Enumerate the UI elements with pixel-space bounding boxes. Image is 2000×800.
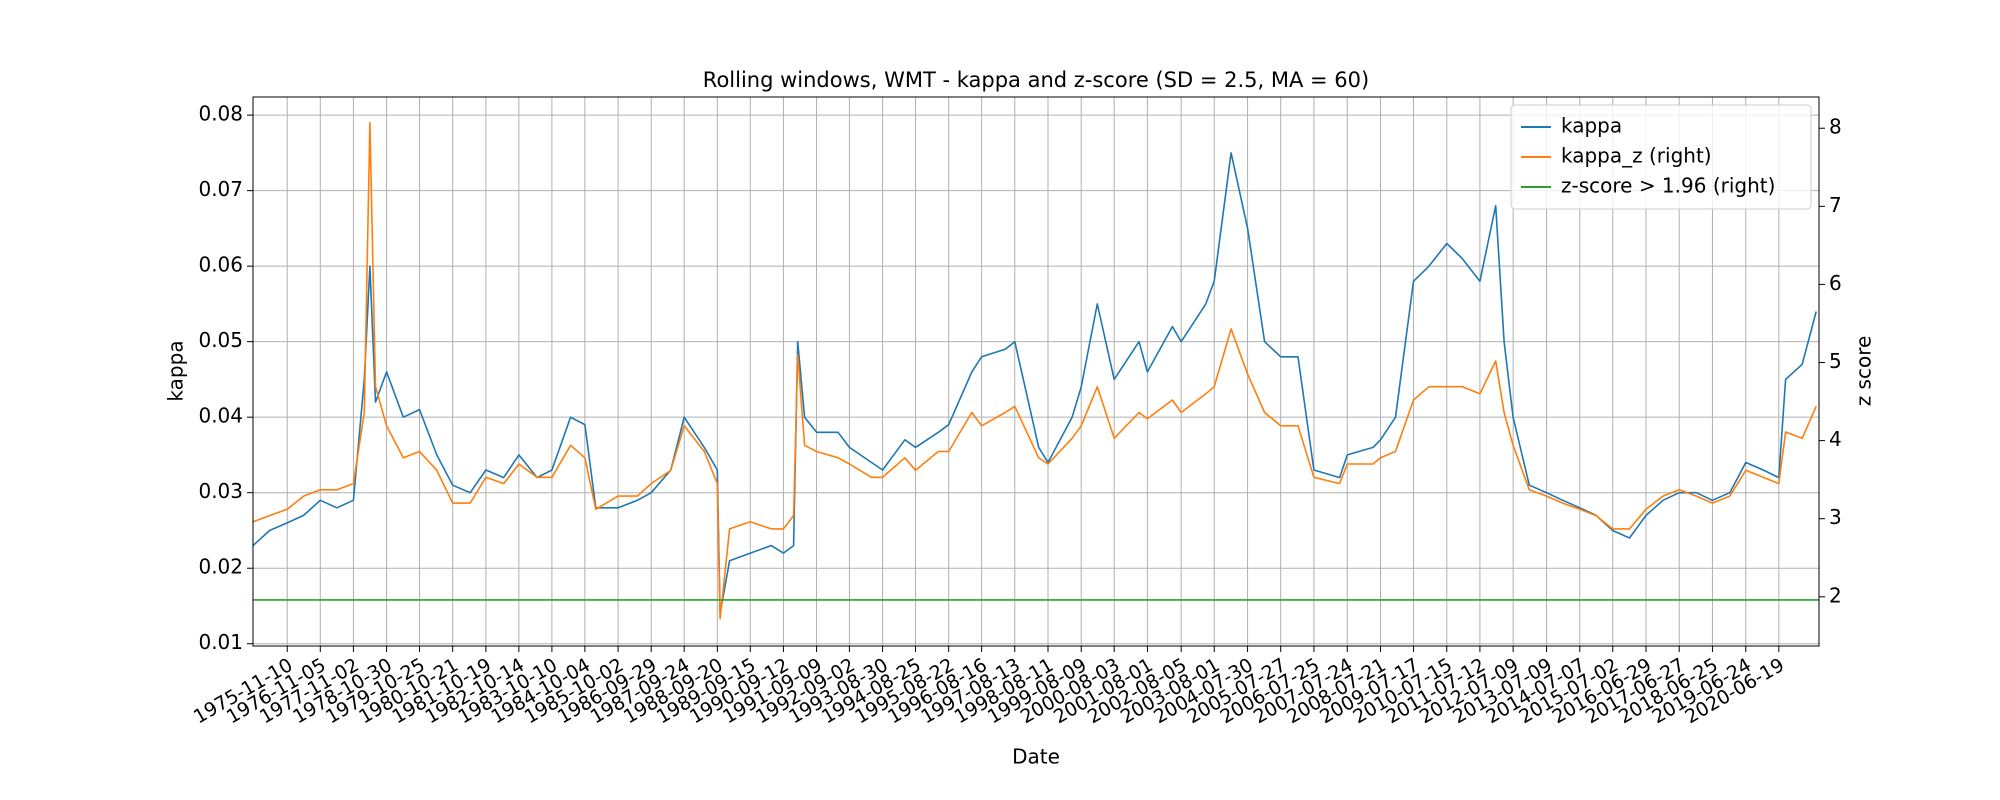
y2-tick-label: 3 bbox=[1829, 505, 1842, 529]
y2-tick-label: 7 bbox=[1829, 193, 1842, 217]
legend-label: kappa bbox=[1561, 114, 1622, 138]
y-tick-label: 0.08 bbox=[198, 102, 243, 126]
y2-tick-label: 4 bbox=[1829, 427, 1842, 451]
series-line bbox=[252, 122, 1817, 620]
chart-title: Rolling windows, WMT - kappa and z-score… bbox=[703, 68, 1369, 92]
x-axis-label: Date bbox=[1012, 745, 1060, 769]
series-line bbox=[252, 152, 1817, 615]
y-tick-label: 0.05 bbox=[198, 328, 243, 352]
y-tick-label: 0.01 bbox=[198, 630, 243, 654]
y2-tick-label: 2 bbox=[1829, 583, 1842, 607]
y2-tick-label: 5 bbox=[1829, 349, 1842, 373]
legend-box bbox=[1510, 104, 1812, 210]
plot-frame bbox=[252, 96, 1820, 647]
legend-label: z-score > 1.96 (right) bbox=[1561, 174, 1775, 198]
y-tick-label: 0.07 bbox=[198, 177, 243, 201]
y-axis-label: kappa bbox=[164, 340, 188, 401]
y2-tick-label: 6 bbox=[1829, 271, 1842, 295]
y-tick-label: 0.04 bbox=[198, 404, 243, 428]
y2-axis-label: z score bbox=[1852, 336, 1876, 407]
y-tick-label: 0.03 bbox=[198, 479, 243, 503]
legend-label: kappa_z (right) bbox=[1561, 144, 1712, 168]
y-tick-label: 0.02 bbox=[198, 555, 243, 579]
y2-tick-label: 8 bbox=[1829, 115, 1842, 139]
y-tick-label: 0.06 bbox=[198, 253, 243, 277]
